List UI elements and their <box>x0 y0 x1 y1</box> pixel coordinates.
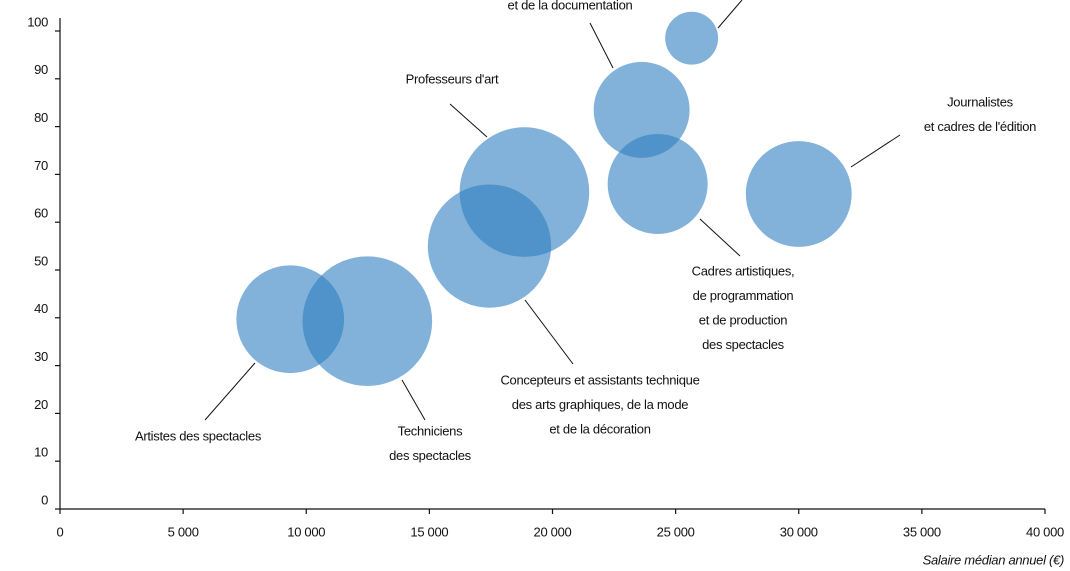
bubble <box>745 141 852 247</box>
bubble-label: de programmation <box>693 288 794 303</box>
x-tick-label: 20 000 <box>534 524 572 539</box>
bubble <box>607 133 708 234</box>
y-tick-label: 70 <box>34 158 48 173</box>
bubble <box>593 61 690 158</box>
x-tick-label: 30 000 <box>780 524 818 539</box>
y-tick-label: 40 <box>34 301 48 316</box>
leader-line <box>524 299 574 365</box>
bubble-label: Journalistes <box>947 94 1014 109</box>
bubble-label: des spectacles <box>389 448 472 463</box>
bubble-label: Professeurs d'art <box>406 71 499 86</box>
leader-line <box>717 0 743 29</box>
x-tick-label: 25 000 <box>657 524 695 539</box>
x-axis-label: Salaire médian annuel (€) <box>923 552 1064 567</box>
bubble-label: des arts graphiques, de la mode <box>512 397 688 412</box>
leader-line <box>589 22 614 69</box>
y-tick-label: 20 <box>34 397 48 412</box>
bubble <box>302 256 433 386</box>
leader-line <box>850 134 901 168</box>
bubble-label: Artistes des spectacles <box>135 428 262 443</box>
x-tick-label: 10 000 <box>287 524 325 539</box>
bubble-label: et de la décoration <box>549 421 650 436</box>
y-tick-label: 90 <box>34 62 48 77</box>
bubble-label: Techniciens <box>398 423 463 438</box>
leader-line <box>204 362 256 421</box>
y-tick-label: 50 <box>34 253 48 268</box>
bubble-label: Concepteurs et assistants technique <box>500 372 699 387</box>
bubble-label: Cadres artistiques, <box>692 263 795 278</box>
bubble-label: et de production <box>699 312 788 327</box>
y-tick-label: 60 <box>34 206 48 221</box>
leader-line <box>699 218 741 257</box>
y-tick-label: 80 <box>34 110 48 125</box>
leader-line <box>449 103 488 138</box>
x-tick-label: 5 000 <box>168 524 199 539</box>
x-tick-label: 40 000 <box>1026 524 1064 539</box>
bubble-label: des spectacles <box>702 337 785 352</box>
y-tick-label: 0 <box>41 492 48 507</box>
y-tick-label: 30 <box>34 349 48 364</box>
bubble-label: et de la documentation <box>508 0 633 12</box>
leader-line <box>401 379 426 421</box>
bubble <box>459 127 590 257</box>
x-tick-label: 35 000 <box>903 524 941 539</box>
bubble-label: et cadres de l'édition <box>924 119 1036 134</box>
bubble <box>665 11 719 65</box>
y-tick-label: 10 <box>34 445 48 460</box>
y-tick-label: 100 <box>27 14 48 29</box>
x-tick-label: 15 000 <box>410 524 448 539</box>
x-tick-label: 0 <box>57 524 64 539</box>
